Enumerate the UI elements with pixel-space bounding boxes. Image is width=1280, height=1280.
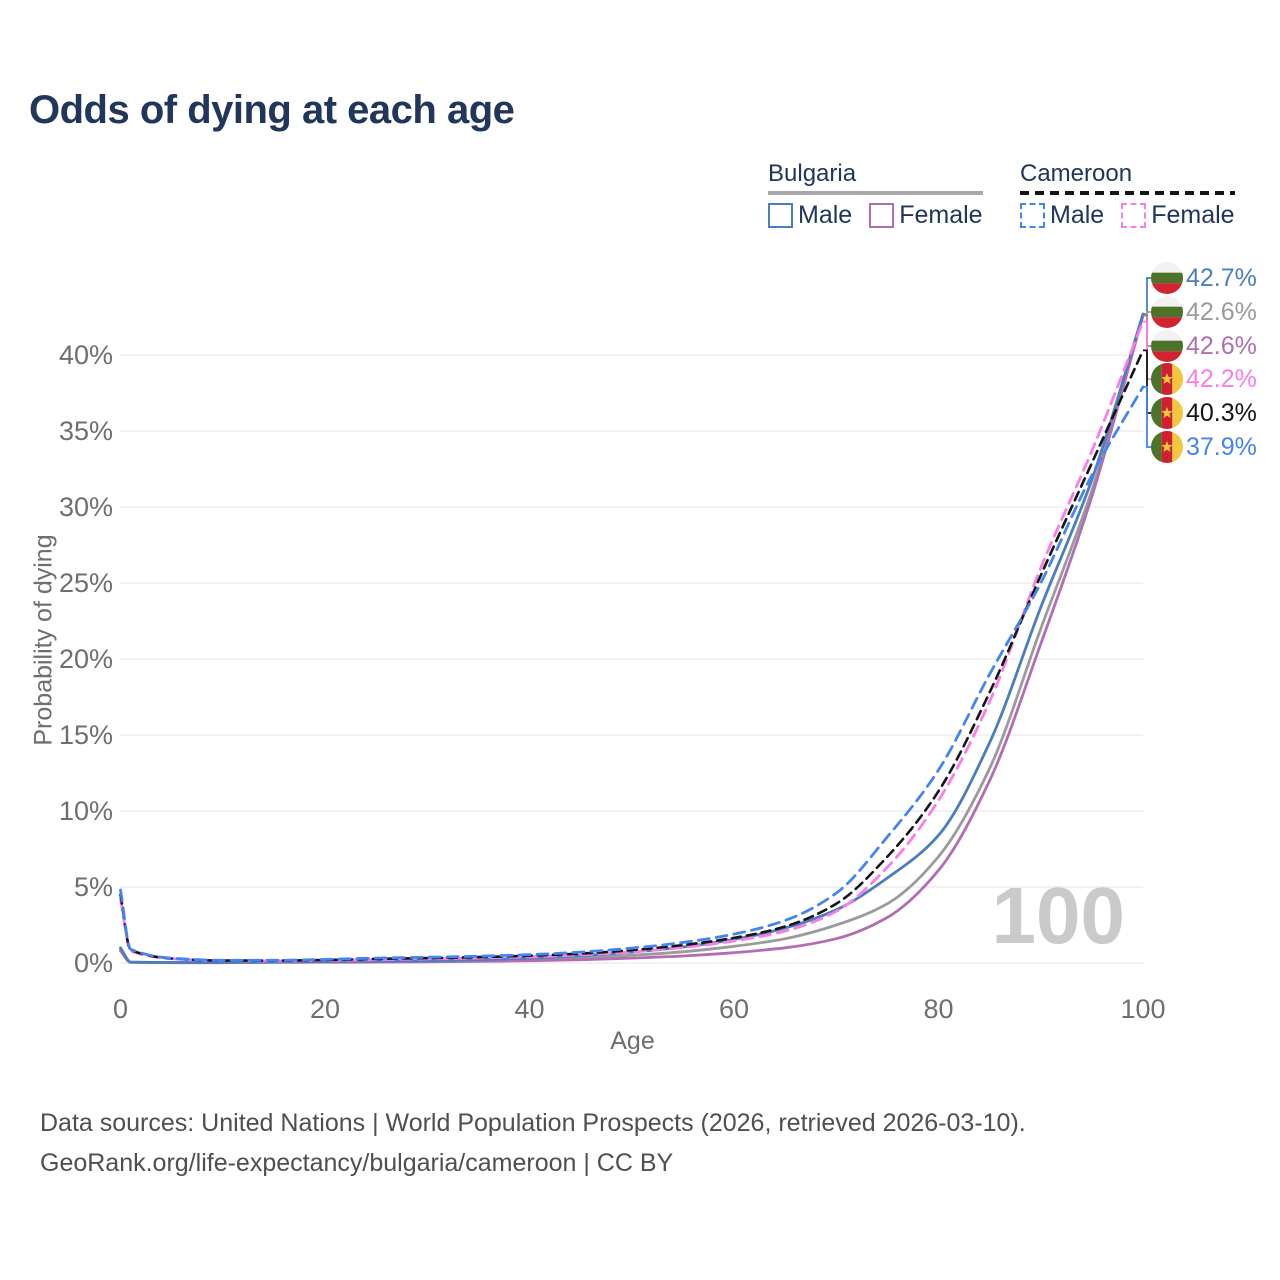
legend-label-bulgaria-male: Male: [798, 201, 853, 230]
legend-item-cameroon-male: Male: [1020, 201, 1105, 230]
bulgaria-solid-line-sample: [768, 191, 983, 196]
y-tick-label-35: 35%: [58, 416, 113, 446]
y-tick-label-15: 15%: [58, 720, 113, 750]
cameroon-flag-icon: [1151, 363, 1183, 395]
legend-group-cameroon: Cameroon Male Female: [1020, 160, 1235, 230]
y-tick-label-10: 10%: [58, 796, 113, 826]
legend-label-cameroon-male: Male: [1050, 201, 1105, 230]
legend-item-cameroon-female: Female: [1121, 201, 1235, 230]
end-value-label-cameroon-female: 42.2%: [1186, 365, 1257, 393]
cameroon-female-swatch-icon: [1121, 203, 1147, 229]
cameroon-male-swatch-icon: [1020, 203, 1045, 229]
y-axis-title: Probability of dying: [29, 534, 58, 746]
y-tick-label-5: 5%: [73, 872, 113, 902]
legend-group-title-bulgaria: Bulgaria: [768, 160, 857, 187]
data-sources-text: Data sources: United Nations | World Pop…: [40, 1109, 1026, 1137]
x-tick-label-80: 80: [923, 994, 954, 1024]
series-line-bulgaria-female: [119, 314, 1145, 965]
y-tick-label-20: 20%: [58, 644, 113, 674]
legend-label-cameroon-female: Female: [1151, 201, 1235, 230]
end-value-label-bulgaria-both-sexes: 42.6%: [1186, 298, 1257, 326]
bulgaria-female-swatch-icon: [869, 203, 895, 229]
y-tick-label-30: 30%: [58, 492, 113, 522]
page-title: Odds of dying at each age: [29, 88, 515, 132]
x-tick-label-40: 40: [514, 994, 545, 1024]
legend-group-bulgaria: Bulgaria Male Female: [768, 160, 983, 230]
end-label-connector: [1143, 349, 1151, 414]
legend-label-bulgaria-female: Female: [899, 201, 983, 230]
series-line-bulgaria-male: [119, 312, 1145, 964]
x-tick-label-0: 0: [112, 994, 129, 1024]
end-value-label-bulgaria-male: 42.7%: [1186, 264, 1257, 292]
x-axis-title: Age: [610, 1027, 655, 1055]
end-value-label-bulgaria-female: 42.6%: [1186, 332, 1257, 360]
end-label-connector: [1143, 386, 1151, 448]
end-value-label-cameroon-both-sexes: 40.3%: [1186, 399, 1257, 427]
series-line-cameroon-both: [119, 349, 1145, 962]
bulgaria-male-swatch-icon: [768, 203, 793, 229]
series-line-cameroon-female: [119, 320, 1145, 963]
legend-group-title-cameroon: Cameroon: [1020, 160, 1133, 187]
age-counter-watermark: 100: [991, 871, 1125, 960]
cameroon-flag-icon: [1151, 397, 1183, 429]
series-line-bulgaria-both: [119, 314, 1145, 965]
cameroon-dashed-line-sample: [1020, 191, 1235, 196]
legend-item-bulgaria-female: Female: [869, 201, 983, 230]
y-tick-label-0: 0%: [73, 948, 113, 978]
bulgaria-flag-icon: [1151, 296, 1183, 328]
legend-item-bulgaria-male: Male: [768, 201, 853, 230]
bulgaria-flag-icon: [1151, 330, 1183, 362]
attribution-url-text: GeoRank.org/life-expectancy/bulgaria/cam…: [40, 1149, 674, 1177]
series-line-cameroon-male: [119, 385, 1145, 962]
bulgaria-flag-icon: [1151, 262, 1183, 294]
x-tick-label-100: 100: [1120, 994, 1166, 1024]
end-label-connector: [1143, 277, 1151, 315]
x-tick-label-20: 20: [309, 994, 341, 1024]
y-tick-label-25: 25%: [58, 568, 113, 598]
cameroon-flag-icon: [1151, 431, 1183, 463]
y-tick-label-40: 40%: [58, 340, 113, 370]
x-tick-label-60: 60: [718, 994, 750, 1024]
end-value-label-cameroon-male: 37.9%: [1186, 433, 1257, 461]
